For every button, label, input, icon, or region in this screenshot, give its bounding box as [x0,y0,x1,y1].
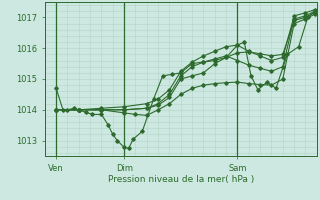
X-axis label: Pression niveau de la mer( hPa ): Pression niveau de la mer( hPa ) [108,175,254,184]
